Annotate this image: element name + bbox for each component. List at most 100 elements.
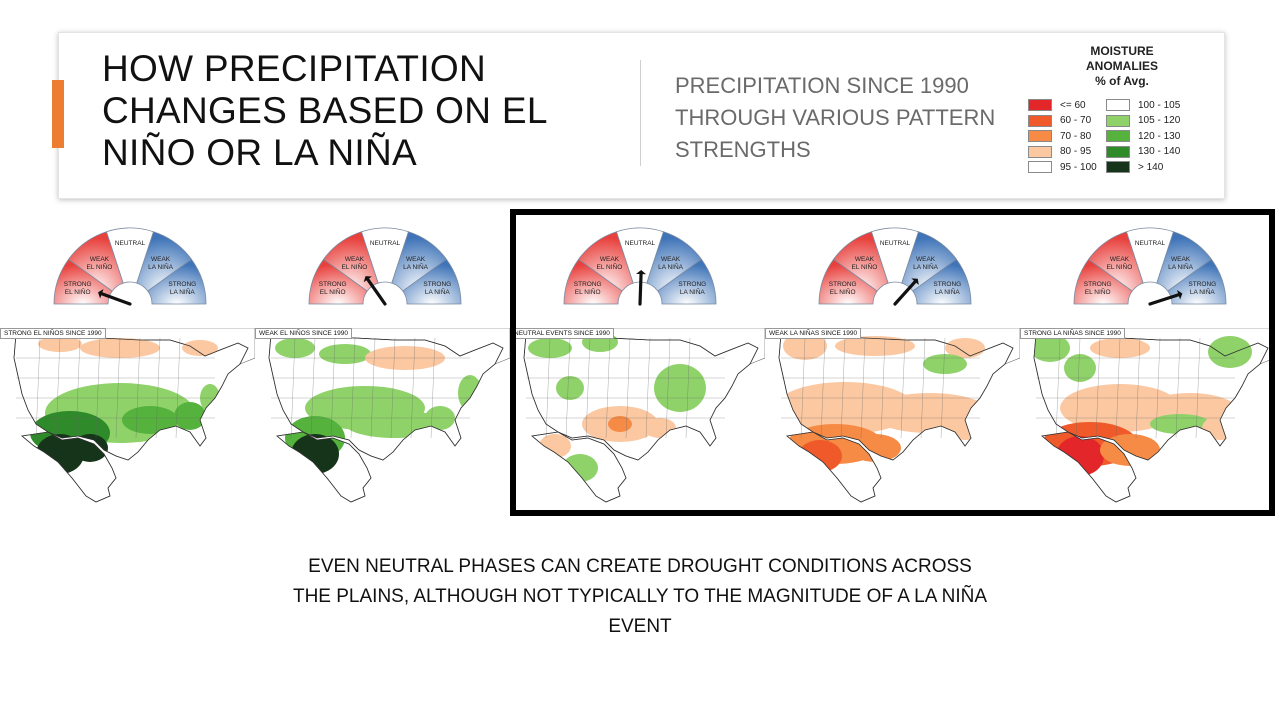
gauge-label-weak-la-nina: LA NIÑA [658,262,684,271]
anomaly-area [80,338,160,358]
legend-swatch [1028,114,1052,127]
legend-title-text: MOISTURE ANOMALIES [1086,44,1158,73]
anomaly-area [870,393,990,433]
map-label: NEUTRAL EVENTS SINCE 1990 [510,328,614,339]
anomaly-area [654,364,706,412]
gauge-sector-strong-la-nina [912,258,972,305]
legend-label: 130 - 140 [1138,146,1181,157]
map-label: WEAK LA NIÑAS SINCE 1990 [765,328,862,339]
gauge-label-strong-la-nina: LA NIÑA [1190,287,1216,296]
anomaly-area [1090,338,1150,358]
gauge-label-strong-el-nino: EL NIÑO [575,287,601,296]
legend-label: <= 60 [1060,99,1086,111]
legend-swatch [1106,99,1130,111]
gauge-label-strong-el-nino: STRONG [574,281,602,288]
us-outline [268,333,504,461]
legend-title: MOISTURE ANOMALIES % of Avg. [1022,44,1222,89]
legend-label: 60 - 70 [1060,115,1092,126]
anomaly-area [122,406,178,434]
gauge-label-strong-la-nina: STRONG [423,281,451,288]
gauge-sector-strong-la-nina [147,258,207,305]
gauge-label-strong-el-nino: STRONG [64,281,92,288]
gauge-label-weak-la-nina: LA NIÑA [403,262,429,271]
gauge-label-weak-el-nino: WEAK [345,256,365,263]
gauge-label-neutral: NEUTRAL [370,240,401,247]
anomaly-area [458,375,482,411]
legend-item: 60 - 70 [1028,114,1092,127]
legend-item: 100 - 105 [1106,99,1180,111]
legend-item: 130 - 140 [1106,145,1181,158]
precip-map-svg [266,327,511,503]
precip-map [765,327,1021,510]
gauge-label-neutral: NEUTRAL [1135,240,1166,247]
gauge-label-weak-el-nino: EL NIÑO [1107,262,1133,271]
gauge-needle [1148,293,1181,306]
mexico-outline [1041,431,1137,503]
legend-swatch [1106,145,1130,158]
gauge-needle-tip [1176,289,1183,300]
panel-strong-la-nina: STRONG EL NIÑO WEAK EL NIÑO NEUTRAL WEAK LA NI… [1020,220,1276,512]
anomaly-area [644,418,676,438]
legend-swatch [1106,114,1130,127]
mexico-outline [531,431,627,503]
legend-item: 95 - 100 [1028,161,1097,173]
panel-weak-la-nina: STRONG EL NIÑO WEAK EL NIÑO NEUTRAL WEAK LA NI… [765,220,1021,512]
legend-swatch [1028,161,1052,173]
gauge-label-strong-la-nina: STRONG [933,281,961,288]
legend-label: > 140 [1138,161,1164,173]
map-label: STRONG LA NIÑAS SINCE 1990 [1020,328,1125,339]
state-borders [271,337,470,439]
gauge-label-weak-la-nina: LA NIÑA [148,262,174,271]
gauge-label-strong-la-nina: LA NIÑA [170,287,196,296]
gauge-label-weak-la-nina: LA NIÑA [913,262,939,271]
panel-weak-el-nino: STRONG EL NIÑO WEAK EL NIÑO NEUTRAL WEAK LA NI… [255,220,511,512]
anomaly-area [1208,336,1252,368]
gauge-sector-strong-la-nina [402,258,462,305]
gauge-needle-tip [363,276,372,283]
anomaly-area [945,338,985,358]
precip-map-svg [11,327,256,503]
gauge-label-weak-el-nino: EL NIÑO [852,262,878,271]
anomaly-area [38,336,82,352]
precip-map-svg [521,327,766,503]
legend-label: 100 - 105 [1138,99,1181,111]
us-outline [1033,333,1269,461]
legend-swatch [1106,161,1130,173]
gauge-label-strong-la-nina: STRONG [1188,281,1216,288]
gauge-label-neutral: NEUTRAL [625,240,656,247]
state-borders [1036,337,1235,439]
legend-label: 105 - 120 [1138,115,1181,126]
gauge-label-weak-el-nino: WEAK [855,256,875,263]
map-label: STRONG EL NIÑOS SINCE 1990 [0,328,106,339]
gauge-label-weak-el-nino: WEAK [90,256,110,263]
us-outline [778,333,1014,461]
panel-neutral: STRONG EL NIÑO WEAK EL NIÑO NEUTRAL WEAK LA NI… [510,220,766,512]
anomaly-layer [777,332,990,472]
legend-item: 120 - 130 [1106,130,1180,142]
gauge-label-weak-la-nina: WEAK [151,256,171,263]
legend-label: 70 - 80 [1060,130,1092,142]
gauge-label-weak-la-nina: WEAK [661,256,681,263]
us-outline [523,333,759,461]
anomaly-area [783,332,827,360]
anomaly-area [319,344,371,364]
gauge-label-strong-la-nina: LA NIÑA [425,287,451,296]
mexico-outline [276,431,372,503]
anomaly-area [72,434,108,462]
gauge-label-weak-el-nino: WEAK [600,256,620,263]
gauge-label-strong-el-nino: EL NIÑO [830,287,856,296]
mexico-outline [21,431,117,503]
gauge-label-strong-la-nina: STRONG [678,281,706,288]
gauge-needle [638,272,643,306]
gauge-label-weak-el-nino: EL NIÑO [342,262,368,271]
precip-map [255,327,511,510]
precip-map [0,327,256,510]
anomaly-area [562,454,598,482]
anomaly-area [798,440,842,472]
legend-label: 120 - 130 [1138,130,1181,142]
anomaly-area [291,434,339,474]
gauge-label-strong-el-nino: STRONG [1084,281,1112,288]
caption: EVEN NEUTRAL PHASES CAN CREATE DROUGHT C… [292,556,988,637]
